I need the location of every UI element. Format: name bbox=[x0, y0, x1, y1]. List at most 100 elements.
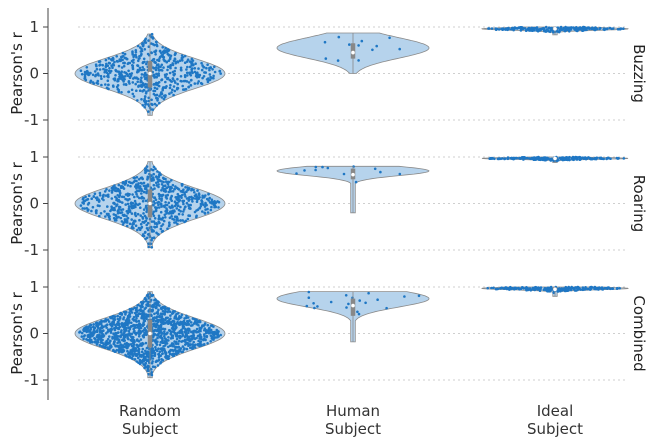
data-point bbox=[193, 82, 197, 85]
data-point bbox=[206, 323, 209, 327]
data-point bbox=[305, 304, 309, 308]
data-point bbox=[195, 72, 198, 76]
data-point bbox=[190, 67, 194, 70]
data-point bbox=[576, 156, 579, 159]
data-point bbox=[162, 51, 166, 55]
data-point bbox=[158, 343, 162, 347]
data-point bbox=[131, 324, 134, 328]
data-point bbox=[122, 80, 125, 83]
data-point bbox=[156, 180, 160, 184]
data-point bbox=[163, 340, 167, 343]
data-point bbox=[96, 340, 100, 344]
data-point bbox=[567, 28, 571, 31]
data-point bbox=[110, 197, 114, 200]
data-point bbox=[181, 320, 184, 324]
data-point bbox=[183, 220, 186, 224]
data-point bbox=[94, 210, 98, 213]
data-point bbox=[175, 337, 179, 341]
data-point bbox=[185, 197, 189, 200]
data-point bbox=[114, 195, 117, 199]
data-point bbox=[182, 199, 186, 203]
data-point bbox=[95, 67, 99, 71]
data-point bbox=[163, 213, 167, 217]
data-point bbox=[147, 310, 151, 313]
data-point bbox=[171, 88, 174, 92]
data-point bbox=[139, 206, 142, 209]
data-point bbox=[522, 287, 525, 290]
data-point bbox=[164, 201, 167, 204]
data-point bbox=[122, 310, 126, 314]
data-point bbox=[156, 334, 160, 337]
data-point bbox=[174, 66, 177, 70]
data-point bbox=[130, 332, 134, 336]
data-point bbox=[203, 329, 206, 332]
data-point bbox=[204, 201, 207, 205]
data-point bbox=[185, 71, 189, 75]
data-point bbox=[189, 321, 193, 324]
data-point bbox=[179, 75, 183, 78]
data-point bbox=[104, 83, 107, 86]
x-tick-label: Subject bbox=[325, 420, 381, 438]
data-point bbox=[144, 187, 148, 191]
data-point bbox=[153, 217, 157, 220]
data-point bbox=[171, 190, 175, 193]
data-point bbox=[198, 73, 202, 77]
data-point bbox=[131, 339, 134, 343]
data-point bbox=[154, 319, 158, 323]
data-point bbox=[153, 328, 157, 332]
data-point bbox=[118, 191, 122, 194]
data-point bbox=[138, 66, 142, 70]
data-point bbox=[124, 203, 127, 206]
data-point bbox=[145, 165, 149, 168]
violin-group bbox=[276, 165, 430, 214]
data-point bbox=[515, 156, 518, 160]
data-point bbox=[185, 80, 189, 83]
data-point bbox=[174, 202, 178, 206]
data-point bbox=[167, 308, 170, 312]
data-point bbox=[500, 27, 503, 31]
data-point bbox=[153, 43, 156, 47]
data-point bbox=[519, 26, 522, 29]
data-point bbox=[165, 49, 168, 53]
data-point bbox=[100, 77, 103, 80]
data-point bbox=[194, 193, 198, 196]
data-point bbox=[106, 346, 109, 349]
data-point bbox=[139, 54, 143, 57]
data-point bbox=[116, 341, 119, 345]
data-point bbox=[354, 180, 358, 184]
data-point bbox=[490, 286, 493, 290]
data-point bbox=[188, 65, 192, 69]
data-point bbox=[95, 64, 98, 68]
y-tick-label: 0 bbox=[29, 195, 39, 213]
data-point bbox=[133, 204, 136, 207]
data-point bbox=[80, 72, 84, 76]
data-point bbox=[192, 188, 195, 192]
data-point bbox=[115, 204, 118, 208]
data-point bbox=[106, 330, 109, 334]
data-point bbox=[161, 309, 165, 313]
data-point bbox=[188, 196, 191, 199]
data-point bbox=[144, 204, 148, 208]
data-point bbox=[169, 185, 173, 189]
data-point bbox=[188, 198, 191, 201]
data-point bbox=[171, 211, 175, 215]
data-point bbox=[170, 80, 173, 83]
data-point bbox=[118, 211, 122, 214]
data-point bbox=[196, 343, 200, 347]
median-marker bbox=[351, 303, 355, 308]
data-point bbox=[145, 62, 148, 66]
data-point bbox=[167, 345, 170, 349]
data-point bbox=[137, 312, 141, 315]
data-point bbox=[180, 68, 183, 72]
data-point bbox=[552, 291, 555, 295]
data-point bbox=[216, 335, 219, 339]
data-point bbox=[535, 29, 538, 32]
data-point bbox=[147, 242, 150, 245]
data-point bbox=[558, 156, 562, 160]
data-point bbox=[500, 286, 504, 290]
data-point bbox=[122, 54, 125, 58]
data-point bbox=[93, 337, 96, 340]
data-point bbox=[102, 329, 105, 332]
data-point bbox=[87, 208, 90, 211]
data-point bbox=[170, 179, 173, 182]
